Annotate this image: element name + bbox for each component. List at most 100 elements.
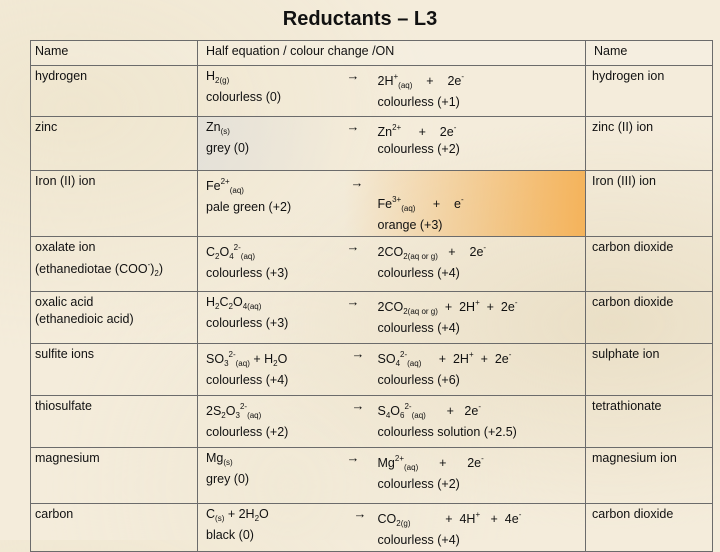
product-name: tetrathionate: [585, 395, 713, 448]
lhs-colour: pale green (+2): [206, 200, 292, 214]
rhs-colour: colourless solution (+2.5): [377, 425, 517, 439]
rhs-colour: colourless (+1): [377, 95, 460, 109]
table-row: magnesium Mg(s) grey (0) → Mg2+(aq) + 2e…: [30, 447, 713, 504]
rhs-formula: SO42-(aq) + 2H+ + 2e-: [377, 350, 512, 368]
rhs-cell: → 2CO2(aq or g) + 2e- colourless (+4): [343, 236, 586, 292]
reductant-name-line1: oxalic acid: [35, 295, 94, 309]
arrow-icon: →: [350, 175, 364, 190]
lhs-colour: grey (0): [206, 472, 250, 486]
reductant-name: oxalate ion (ethanediotae (COO-)2): [30, 236, 198, 292]
rhs-cell: → Mg2+(aq) + 2e- colourless (+2): [343, 447, 586, 504]
reductant-name-line2: (ethanedioic acid): [35, 312, 134, 326]
table-row: hydrogen H2(g) colourless (0) → 2H+(aq) …: [30, 65, 713, 117]
rhs-formula: 2CO2(aq or g) + 2e-: [377, 243, 487, 261]
table-row: oxalate ion (ethanediotae (COO-)2) C2O42…: [30, 236, 713, 292]
table-row: carbon C(s) + 2H2O black (0) → CO2(g) + …: [30, 503, 713, 552]
product-name: carbon dioxide: [585, 236, 713, 292]
lhs-formula: H2C2O4(aq): [206, 295, 262, 311]
rhs-formula: Zn2+ + 2e-: [377, 123, 457, 139]
table-row: zinc Zn(s) grey (0) → Zn2+ + 2e- colourl…: [30, 116, 713, 171]
rhs-cell: → Fe3+(aq) + e- orange (+3): [343, 170, 586, 237]
rhs-formula: Fe3+(aq) + e-: [377, 195, 464, 213]
header-name: Name: [30, 40, 198, 66]
lhs-formula: C2O42-(aq): [206, 243, 256, 261]
rhs-colour: colourless (+2): [377, 477, 460, 491]
lhs-formula: Mg(s): [206, 451, 233, 467]
rhs-cell: → 2H+(aq) + 2e- colourless (+1): [343, 65, 586, 117]
lhs-formula: SO32-(aq) + H2O: [206, 350, 288, 368]
product-name: zinc (II) ion: [585, 116, 713, 171]
lhs-colour: black (0): [206, 528, 254, 542]
page-title: Reductants – L3: [282, 8, 438, 30]
lhs-cell: C2O42-(aq) colourless (+3): [197, 236, 344, 292]
arrow-icon: →: [346, 68, 360, 83]
table-row: sulfite ions SO32-(aq) + H2O colourless …: [30, 343, 713, 396]
reductant-name: zinc: [30, 116, 198, 171]
rhs-cell: → S4O62-(aq) + 2e- colourless solution (…: [343, 395, 586, 448]
rhs-cell: → SO42-(aq) + 2H+ + 2e- colourless (+6): [343, 343, 586, 396]
rhs-formula: S4O62-(aq) + 2e-: [377, 402, 481, 420]
rhs-colour: colourless (+4): [377, 533, 460, 547]
rhs-colour: colourless (+2): [377, 142, 460, 156]
reductant-name-line2: (ethanediotae (COO-)2): [35, 260, 164, 278]
product-name: magnesium ion: [585, 447, 713, 504]
rhs-colour: colourless (+6): [377, 373, 460, 387]
lhs-formula: 2S2O32-(aq): [206, 402, 262, 420]
lhs-colour: colourless (0): [206, 90, 282, 104]
reductant-name: thiosulfate: [30, 395, 198, 448]
arrow-icon: →: [346, 294, 360, 309]
table-row: Iron (II) ion Fe2+(aq) pale green (+2) →…: [30, 170, 713, 237]
reductant-name-line1: oxalate ion: [35, 240, 96, 254]
table-row: thiosulfate 2S2O32-(aq) colourless (+2) …: [30, 395, 713, 448]
lhs-colour: colourless (+3): [206, 316, 289, 330]
reductant-name: oxalic acid (ethanedioic acid): [30, 291, 198, 344]
lhs-cell: SO32-(aq) + H2O colourless (+4): [197, 343, 344, 396]
rhs-formula: Mg2+(aq) + 2e-: [377, 454, 484, 472]
arrow-icon: →: [351, 346, 365, 361]
lhs-cell: Fe2+(aq) pale green (+2): [197, 170, 344, 237]
lhs-formula: Zn(s): [206, 120, 230, 136]
arrow-icon: →: [351, 398, 365, 413]
lhs-colour: colourless (+4): [206, 373, 289, 387]
rhs-colour: colourless (+4): [377, 266, 460, 280]
rhs-colour: orange (+3): [377, 218, 443, 232]
header-row: Name Half equation / colour change /ON N…: [30, 40, 713, 66]
lhs-cell: Zn(s) grey (0): [197, 116, 344, 171]
product-name: sulphate ion: [585, 343, 713, 396]
lhs-cell: 2S2O32-(aq) colourless (+2): [197, 395, 344, 448]
lhs-cell: H2C2O4(aq) colourless (+3): [197, 291, 344, 344]
lhs-cell: C(s) + 2H2O black (0): [197, 503, 344, 552]
reductant-name: Iron (II) ion: [30, 170, 198, 237]
lhs-colour: colourless (+2): [206, 425, 289, 439]
reductant-name: sulfite ions: [30, 343, 198, 396]
rhs-formula: 2CO2(aq or g) + 2H+ + 2e-: [377, 298, 518, 316]
product-name: hydrogen ion: [585, 65, 713, 117]
reductant-name: carbon: [30, 503, 198, 552]
product-name: carbon dioxide: [585, 503, 713, 552]
reductants-table: Name Half equation / colour change /ON N…: [30, 40, 713, 552]
lhs-formula: H2(g): [206, 69, 230, 85]
rhs-formula: 2H+(aq) + 2e-: [377, 72, 465, 90]
reductant-name: hydrogen: [30, 65, 198, 117]
arrow-icon: →: [346, 239, 360, 254]
reductant-name: magnesium: [30, 447, 198, 504]
header-half-equation: Half equation / colour change /ON: [197, 40, 586, 66]
product-name: Iron (III) ion: [585, 170, 713, 237]
rhs-cell: → 2CO2(aq or g) + 2H+ + 2e- colourless (…: [343, 291, 586, 344]
lhs-cell: Mg(s) grey (0): [197, 447, 344, 504]
product-name: carbon dioxide: [585, 291, 713, 344]
rhs-cell: → CO2(g) + 4H+ + 4e- colourless (+4): [343, 503, 586, 552]
arrow-icon: →: [353, 506, 367, 521]
rhs-cell: → Zn2+ + 2e- colourless (+2): [343, 116, 586, 171]
table-row: oxalic acid (ethanedioic acid) H2C2O4(aq…: [30, 291, 713, 344]
lhs-formula: Fe2+(aq): [206, 177, 244, 195]
arrow-icon: →: [346, 450, 360, 465]
lhs-formula: C(s) + 2H2O: [206, 507, 269, 523]
lhs-colour: colourless (+3): [206, 266, 289, 280]
header-name-product: Name: [585, 40, 713, 66]
rhs-colour: colourless (+4): [377, 321, 460, 335]
rhs-formula: CO2(g) + 4H+ + 4e-: [377, 510, 522, 528]
lhs-colour: grey (0): [206, 141, 250, 155]
lhs-cell: H2(g) colourless (0): [197, 65, 344, 117]
arrow-icon: →: [346, 119, 360, 134]
